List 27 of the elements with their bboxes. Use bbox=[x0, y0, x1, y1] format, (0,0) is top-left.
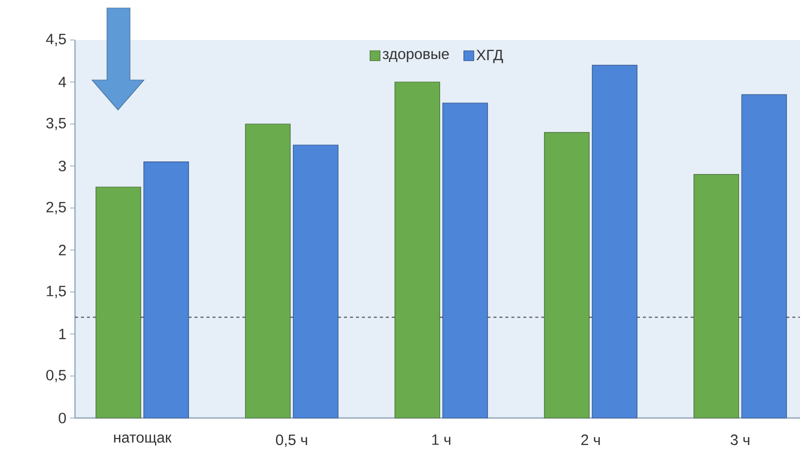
x-tick-label: 0,5 ч bbox=[276, 434, 308, 447]
x-tick-label: 2 ч bbox=[581, 434, 600, 445]
y-tick-label: 2,5 bbox=[46, 202, 66, 214]
y-tick-label: 0 bbox=[58, 412, 66, 424]
y-tick-label: 3 bbox=[58, 160, 66, 172]
y-tick-label: 4,5 bbox=[46, 34, 66, 46]
x-tick-label: 3 ч bbox=[730, 434, 750, 446]
bar bbox=[442, 102, 488, 418]
bar bbox=[694, 174, 740, 418]
y-tick-label: 0,5 bbox=[46, 370, 66, 382]
legend-label: здоровые bbox=[382, 50, 449, 62]
bar bbox=[544, 132, 590, 418]
bar bbox=[394, 82, 440, 418]
bar bbox=[741, 94, 787, 418]
bar bbox=[245, 124, 291, 418]
legend-label: ХГД bbox=[476, 50, 504, 64]
bar bbox=[592, 64, 638, 418]
bar bbox=[96, 186, 142, 418]
y-tick-label: 4 bbox=[58, 76, 66, 88]
y-tick-label: 1,5 bbox=[46, 286, 66, 298]
x-tick-label: натощак bbox=[114, 434, 172, 446]
y-tick-label: 3,5 bbox=[46, 118, 66, 130]
y-tick-label: 2 bbox=[58, 244, 66, 256]
y-tick-label: 1 bbox=[59, 328, 66, 340]
x-tick-label: 1 ч bbox=[432, 434, 450, 445]
bar bbox=[292, 144, 338, 418]
bar bbox=[143, 162, 189, 418]
